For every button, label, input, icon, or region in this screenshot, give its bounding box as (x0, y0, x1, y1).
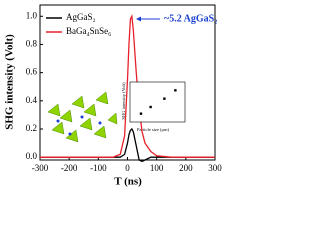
y-tick-label: 0.6 (26, 67, 38, 77)
inset-y-title: SHG intensity (Volt) (121, 82, 126, 120)
series-line (40, 14, 215, 158)
x-tick-label: -200 (61, 163, 78, 173)
x-tick-label: -100 (90, 163, 107, 173)
y-tick-label: 0.4 (26, 95, 38, 105)
y-tick-label: 0.2 (26, 123, 37, 133)
y-tick-label: 1.0 (26, 10, 38, 20)
annotation: ~5.2 AgGaS₂ (164, 13, 217, 24)
y-tick-label: 0.8 (26, 39, 38, 49)
inset-point (174, 89, 177, 92)
y-axis-title: SHG intensity (Volt) (4, 34, 16, 130)
legend-label: AgGaS₂ (66, 12, 96, 22)
legend-label: BaGa₄SnSe₆ (66, 26, 111, 36)
inset-x-title: Particle size (μm) (137, 127, 169, 132)
y-tick-label: 0.0 (26, 151, 38, 161)
x-axis-title: T (ns) (114, 176, 142, 188)
inset-point (149, 105, 152, 109)
x-tick-label: 200 (179, 163, 193, 173)
x-tick-label: -300 (32, 163, 49, 173)
chart: T (ns) SHG intensity (Volt) ~5.2 AgGaS₂ … (4, 4, 222, 188)
x-tick-label: 300 (208, 163, 222, 173)
arrow-head (136, 16, 141, 22)
inset-frame (129, 81, 186, 123)
x-tick-label: 0 (125, 163, 130, 173)
crystal-structure (47, 91, 118, 143)
inset-point (163, 97, 166, 100)
inset-point (139, 112, 143, 115)
x-tick-label: 100 (150, 163, 164, 173)
